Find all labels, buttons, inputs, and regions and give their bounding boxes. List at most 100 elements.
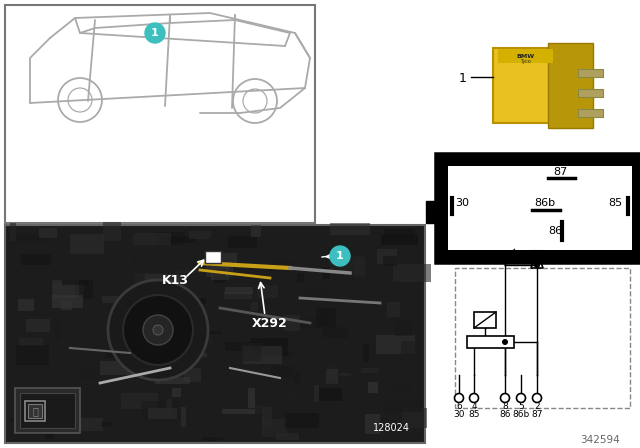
Bar — [176, 270, 211, 273]
Bar — [252, 302, 258, 311]
Bar — [147, 280, 153, 285]
Bar — [102, 296, 134, 303]
Bar — [385, 401, 422, 413]
Circle shape — [143, 315, 173, 345]
Bar — [493, 48, 583, 123]
Bar — [135, 273, 163, 291]
Bar — [148, 408, 177, 419]
Bar — [440, 158, 640, 258]
Bar — [276, 433, 299, 439]
Text: 85: 85 — [468, 409, 480, 418]
Bar — [474, 312, 496, 328]
Bar — [15, 388, 80, 433]
Bar — [75, 280, 93, 299]
Bar — [184, 367, 201, 382]
Text: 87: 87 — [531, 409, 543, 418]
Bar — [101, 422, 111, 427]
Bar — [26, 319, 49, 332]
Bar — [52, 280, 79, 298]
Bar — [393, 263, 431, 282]
Bar — [548, 43, 593, 128]
Bar — [78, 369, 102, 380]
Bar — [225, 287, 253, 294]
Bar — [498, 49, 553, 63]
Bar — [166, 399, 172, 415]
Bar — [339, 373, 351, 376]
Bar — [62, 280, 89, 284]
Bar — [353, 258, 365, 276]
Bar — [15, 345, 49, 365]
Bar — [202, 334, 212, 345]
Bar — [61, 301, 72, 310]
Bar — [20, 393, 75, 428]
Bar — [387, 302, 399, 317]
Bar — [250, 405, 265, 414]
Bar — [5, 5, 315, 223]
Bar — [180, 407, 186, 426]
Bar — [100, 361, 131, 375]
Bar — [195, 298, 205, 304]
Bar — [17, 426, 51, 435]
Bar — [141, 401, 179, 419]
Bar — [70, 234, 104, 254]
Bar — [378, 249, 397, 264]
Bar — [161, 378, 195, 387]
Bar — [205, 262, 234, 277]
Text: 1: 1 — [459, 72, 467, 85]
Bar — [54, 322, 60, 340]
Circle shape — [123, 295, 193, 365]
Bar — [329, 256, 364, 275]
Text: 5: 5 — [518, 401, 524, 410]
Circle shape — [145, 23, 165, 43]
Bar — [46, 238, 69, 255]
Bar — [578, 89, 603, 97]
Bar — [5, 225, 425, 443]
Bar — [294, 370, 300, 384]
Bar — [132, 233, 171, 246]
Bar — [361, 368, 379, 373]
Bar — [365, 414, 380, 434]
Bar — [578, 69, 603, 77]
Bar — [121, 393, 159, 409]
Bar — [155, 232, 186, 245]
Bar — [42, 243, 79, 256]
Circle shape — [330, 246, 350, 266]
Text: K13: K13 — [161, 273, 189, 287]
Text: 86: 86 — [548, 226, 562, 236]
Text: 86b: 86b — [513, 409, 530, 418]
Bar — [426, 201, 440, 223]
Bar — [301, 289, 331, 298]
Circle shape — [500, 393, 509, 402]
Text: 1: 1 — [151, 28, 159, 38]
Bar — [225, 342, 261, 351]
Bar — [467, 336, 514, 348]
Bar — [134, 326, 164, 335]
Bar — [9, 419, 37, 422]
Text: 30: 30 — [453, 409, 465, 418]
Bar — [67, 418, 102, 431]
Text: 2: 2 — [534, 401, 540, 410]
Bar — [284, 314, 300, 332]
Bar — [322, 267, 330, 279]
Text: 87: 87 — [553, 167, 567, 177]
Bar — [132, 250, 138, 267]
Bar — [314, 385, 319, 402]
Bar — [330, 223, 370, 235]
Bar — [287, 396, 296, 399]
Bar — [10, 223, 17, 241]
Text: 8: 8 — [502, 401, 508, 410]
Text: ⬛: ⬛ — [32, 406, 38, 416]
Text: 86b: 86b — [534, 198, 556, 208]
Circle shape — [502, 339, 508, 345]
Bar — [251, 225, 261, 237]
Bar — [159, 237, 196, 243]
Bar — [262, 418, 287, 438]
Bar — [376, 335, 415, 354]
Bar — [202, 437, 223, 441]
Circle shape — [470, 393, 479, 402]
Bar — [21, 254, 51, 265]
Bar — [285, 413, 319, 428]
Circle shape — [534, 262, 540, 268]
Bar — [328, 365, 337, 379]
Bar — [45, 425, 54, 439]
